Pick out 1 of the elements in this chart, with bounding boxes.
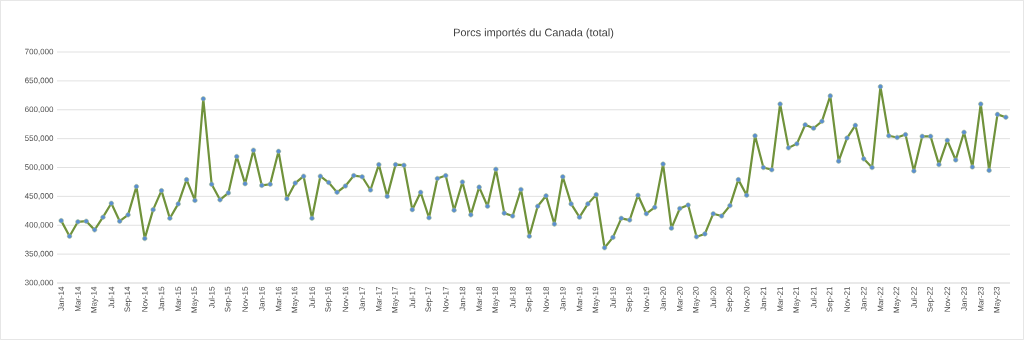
chart-title: Porcs importés du Canada (total): [454, 28, 614, 39]
